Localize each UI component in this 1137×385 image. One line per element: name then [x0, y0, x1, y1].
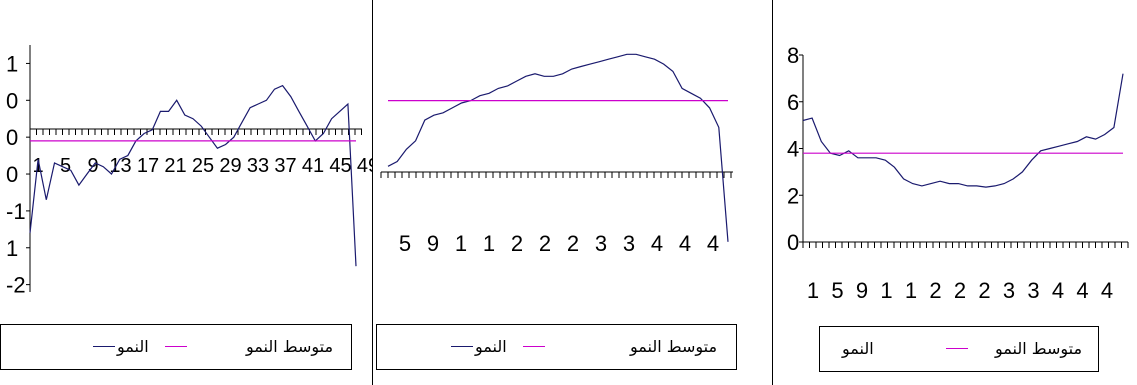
- x-tick-label: 4: [1052, 278, 1064, 303]
- x-tick-label: 2: [978, 278, 990, 303]
- x-tick-label: 13: [109, 155, 131, 177]
- x-tick-label: 25: [192, 155, 214, 177]
- y-tick-label: 0: [787, 230, 799, 255]
- legend-label-average: متوسط النمو: [630, 337, 718, 356]
- x-tick-label: 4: [1076, 278, 1088, 303]
- x-tick-label: 3: [595, 231, 607, 256]
- x-tick-label: 37: [274, 155, 296, 177]
- legend-swatch-growth: [93, 346, 115, 347]
- y-tick-label: 4: [787, 137, 799, 162]
- y-tick-label: 1: [6, 51, 18, 76]
- x-tick-label: 41: [302, 155, 324, 177]
- x-tick-label: 3: [1027, 278, 1039, 303]
- y-tick-label: 0: [6, 162, 18, 187]
- x-tick-label: 1: [455, 231, 467, 256]
- y-tick-label: -2: [6, 273, 26, 298]
- series-line-growth: [29, 84, 357, 267]
- y-tick-label: 1: [6, 236, 18, 261]
- x-tick-label: 3: [1003, 278, 1015, 303]
- legend-label-growth: النمو: [842, 339, 874, 358]
- x-tick-label: 17: [137, 155, 159, 177]
- x-tick-label: 4: [679, 231, 691, 256]
- legend-label-average: متوسط النمو: [995, 339, 1083, 358]
- chart-2-legend: النمو متوسط النمو: [376, 324, 737, 370]
- x-tick-label: 2: [539, 231, 551, 256]
- x-tick-label: 2: [929, 278, 941, 303]
- x-tick-label: 9: [427, 231, 439, 256]
- legend-label-growth: النمو: [475, 337, 507, 356]
- x-tick-label: 2: [511, 231, 523, 256]
- x-tick-label: 9: [856, 278, 868, 303]
- x-tick-label: 1: [32, 155, 43, 177]
- panel-divider-right: [772, 0, 773, 385]
- y-tick-label: 0: [6, 125, 18, 150]
- legend-swatch-average: [165, 346, 187, 347]
- y-tick-label: 8: [787, 43, 799, 68]
- legend-swatch-average: [523, 346, 545, 347]
- legend-label-growth: النمو: [117, 337, 149, 356]
- x-tick-label: 21: [164, 155, 186, 177]
- x-tick-label: 1: [880, 278, 892, 303]
- x-tick-label: 33: [247, 155, 269, 177]
- y-tick-label: 2: [787, 183, 799, 208]
- x-tick-label: 5: [831, 278, 843, 303]
- x-tick-label: 2: [954, 278, 966, 303]
- series-line-growth: [802, 73, 1124, 188]
- x-tick-label: 29: [219, 155, 241, 177]
- legend-swatch-growth: [451, 346, 473, 347]
- x-tick-label: 45: [329, 155, 351, 177]
- chart-3-legend: النمو متوسط النمو: [819, 326, 1099, 372]
- x-tick-label: 4: [1101, 278, 1113, 303]
- x-tick-label: 5: [399, 231, 411, 256]
- y-tick-label: 6: [787, 90, 799, 115]
- x-tick-label: 1: [807, 278, 819, 303]
- series-line-growth: [387, 53, 729, 242]
- x-tick-label: 3: [623, 231, 635, 256]
- legend-swatch-average: [946, 348, 968, 349]
- chart-1-legend: النمو متوسط النمو: [0, 324, 352, 370]
- legend-label-average: متوسط النمو: [246, 337, 334, 356]
- x-tick-label: 4: [707, 231, 719, 256]
- y-tick-label: -1: [6, 199, 26, 224]
- panel-divider-left: [372, 0, 373, 385]
- y-tick-label: 0: [6, 88, 18, 113]
- x-tick-label: 1: [905, 278, 917, 303]
- x-tick-label: 5: [60, 155, 71, 177]
- x-tick-label: 4: [651, 231, 663, 256]
- x-tick-label: 2: [567, 231, 579, 256]
- x-tick-label: 49: [357, 155, 372, 177]
- x-tick-label: 1: [483, 231, 495, 256]
